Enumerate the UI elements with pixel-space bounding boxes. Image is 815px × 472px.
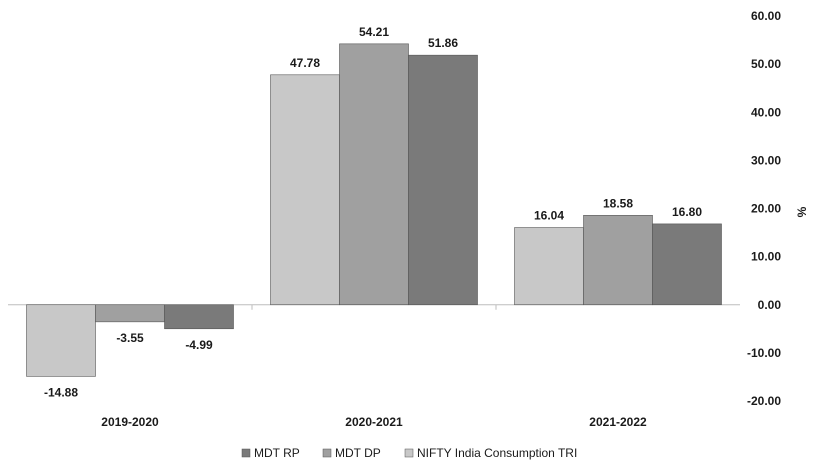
category-label: 2021-2022 [589, 415, 647, 429]
category-labels: 2019-2020 2020-2021 2021-2022 [101, 415, 647, 429]
bar [652, 223, 722, 306]
legend-label: MDT DP [335, 446, 381, 460]
bar [95, 304, 165, 323]
category-label: 2020-2021 [345, 415, 403, 429]
bar [270, 74, 340, 306]
y-tick-label: 60.00 [751, 9, 781, 23]
data-label: 16.80 [672, 205, 702, 219]
y-tick-label: 10.00 [751, 250, 781, 264]
bar [339, 43, 409, 306]
bar [26, 304, 96, 377]
y-tick-label: 50.00 [751, 57, 781, 71]
y-tick-label: 0.00 [758, 298, 782, 312]
y-axis-title: % [795, 206, 809, 217]
y-axis: 60.00 50.00 40.00 30.00 20.00 10.00 0.00 -10.00… [747, 9, 781, 408]
legend-swatch [241, 448, 251, 458]
data-label: -3.55 [116, 331, 144, 345]
y-tick-label: 30.00 [751, 153, 781, 167]
data-label: 54.21 [359, 25, 389, 39]
bars [26, 43, 722, 377]
data-label: 51.86 [428, 36, 458, 50]
y-tick-label: 40.00 [751, 105, 781, 119]
bar [408, 54, 478, 306]
data-label: 16.04 [534, 209, 564, 223]
y-tick-label: 20.00 [751, 202, 781, 216]
value-labels: -14.88 -3.55 -4.99 47.78 54.21 51.86 16.04 18.5… [44, 25, 702, 399]
data-label: -4.99 [185, 338, 213, 352]
bar [164, 304, 234, 330]
legend: MDT RP MDT DP NIFTY India Consumption TRI [241, 446, 577, 460]
data-label: 47.78 [290, 56, 320, 70]
legend-swatch [322, 448, 332, 458]
legend-swatch [404, 448, 414, 458]
legend-label: NIFTY India Consumption TRI [417, 446, 577, 460]
data-label: -14.88 [44, 385, 78, 399]
bar [583, 215, 653, 306]
data-label: 18.58 [603, 196, 633, 210]
y-tick-label: -10.00 [747, 346, 781, 360]
legend-label: MDT RP [254, 446, 300, 460]
bar [514, 227, 584, 306]
y-tick-label: -20.00 [747, 394, 781, 408]
category-label: 2019-2020 [101, 415, 159, 429]
